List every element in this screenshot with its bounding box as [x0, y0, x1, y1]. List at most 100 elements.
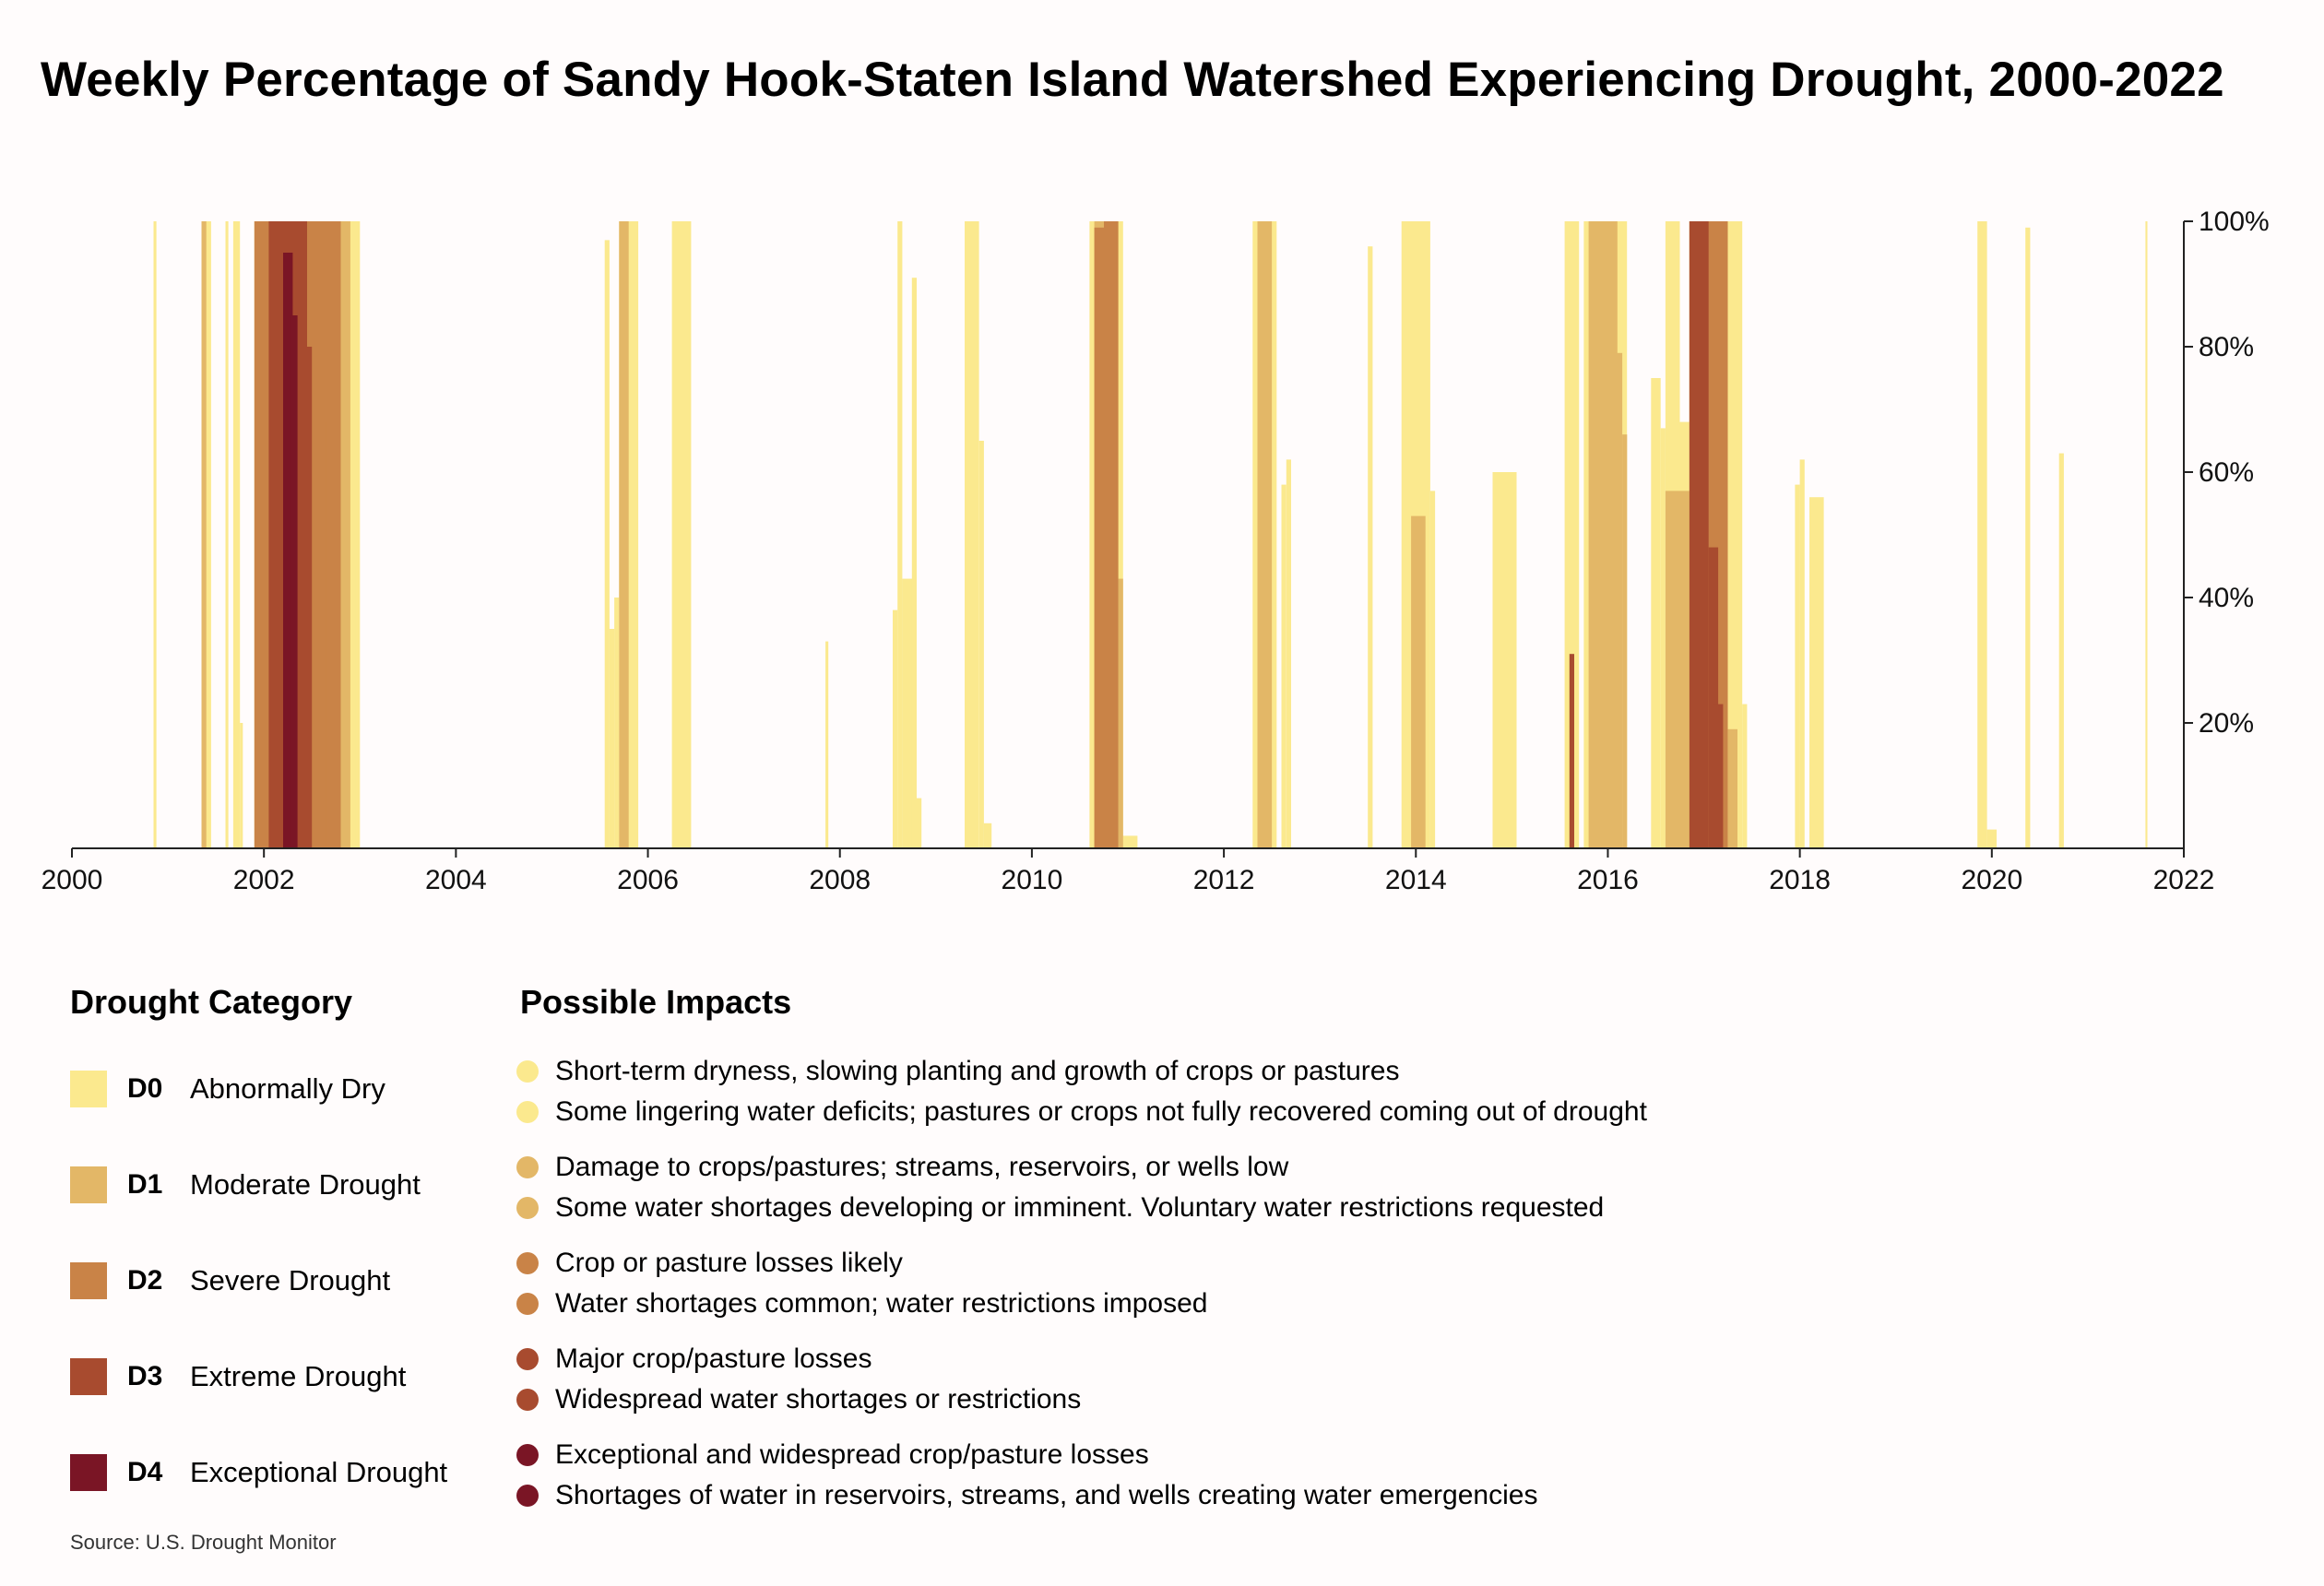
legend-swatch-d3	[70, 1358, 107, 1395]
x-tick-label-2010: 2010	[1002, 865, 1063, 895]
bar-d0-14	[897, 221, 903, 848]
impact-text: Some water shortages developing or immin…	[555, 1192, 1605, 1223]
x-tick-label-2016: 2016	[1577, 865, 1639, 895]
bar-d0-40	[1809, 497, 1824, 848]
legend-swatch-d0	[70, 1071, 107, 1107]
impact-dot-icon	[516, 1060, 539, 1083]
chart-title: Weekly Percentage of Sandy Hook-Staten I…	[41, 53, 2224, 107]
bar-d0-8	[609, 629, 615, 848]
legend-label: Exceptional Drought	[190, 1456, 448, 1488]
impact-item-d4-0: Exceptional and widespread crop/pasture …	[516, 1437, 1149, 1474]
x-tick-label-2012: 2012	[1193, 865, 1255, 895]
bar-d0-13	[893, 610, 898, 848]
bar-d1-2	[619, 221, 629, 848]
source-note: Source: U.S. Drought Monitor	[70, 1531, 337, 1554]
legend-swatch-d4	[70, 1454, 107, 1491]
bar-d0-41	[1977, 221, 1987, 848]
impact-text: Shortages of water in reservoirs, stream…	[555, 1480, 1538, 1510]
bar-d0-4	[240, 723, 243, 848]
bar-d4-1	[290, 315, 298, 848]
bar-d1-9	[1622, 434, 1628, 848]
bar-d1-6	[1411, 515, 1426, 848]
impact-text: Damage to crops/pastures; streams, reser…	[555, 1152, 1289, 1182]
bar-d0-6	[345, 566, 356, 848]
impact-text: Crop or pasture losses likely	[555, 1248, 903, 1278]
impact-dot-icon	[516, 1348, 539, 1370]
bar-d0-19	[978, 441, 984, 848]
impact-dot-icon	[516, 1156, 539, 1178]
impact-item-d2-0: Crop or pasture losses likely	[516, 1245, 903, 1282]
bar-d0-26	[1368, 246, 1373, 848]
bar-d0-17	[917, 798, 922, 848]
x-tick-label-2000: 2000	[42, 865, 103, 895]
impact-dot-icon	[516, 1293, 539, 1315]
x-tick-label-2022: 2022	[2153, 865, 2215, 895]
impact-item-d4-1: Shortages of water in reservoirs, stream…	[516, 1477, 1537, 1514]
bar-d0-12	[825, 641, 829, 848]
bar-d3-2	[1569, 654, 1574, 848]
legend-label: Moderate Drought	[190, 1168, 421, 1201]
bar-d0-44	[2058, 453, 2064, 848]
y-tick-label-80: 80%	[2199, 332, 2254, 362]
bar-d3-1	[307, 347, 313, 848]
y-ticks: 20% 40% 60% 80% 100%	[2184, 207, 2270, 739]
y-tick-label-20: 20%	[2199, 708, 2254, 739]
legend-label: Severe Drought	[190, 1264, 391, 1296]
bar-d0-9	[614, 598, 620, 848]
x-tick-label-2014: 2014	[1385, 865, 1447, 895]
bar-d0-15	[902, 578, 915, 848]
bar-d1-12	[1727, 728, 1737, 848]
bar-d0-11	[671, 221, 692, 848]
legend-category-d1: D1 Moderate Drought	[70, 1166, 421, 1204]
drought-chart: 2000 2002 2004 2006 2008 2010 2012 2014 2016 2018…	[42, 207, 2270, 895]
bar-d0-24	[1281, 484, 1286, 848]
bar-d1-0	[201, 221, 207, 848]
impact-text: Major crop/pasture losses	[555, 1343, 872, 1374]
y-tick-label-40: 40%	[2199, 583, 2254, 613]
bar-d0-28	[1429, 491, 1436, 848]
bar-d0-37	[1742, 704, 1748, 848]
bar-d3-3	[1689, 221, 1709, 848]
x-tick-label-2002: 2002	[233, 865, 295, 895]
impact-item-d2-1: Water shortages common; water restrictio…	[516, 1285, 1207, 1322]
bar-d0-43	[2025, 227, 2031, 849]
y-tick-label-60: 60%	[2199, 457, 2254, 488]
bar-d0-16	[911, 278, 917, 848]
bar-d0-32	[1651, 378, 1661, 848]
impact-dot-icon	[516, 1197, 539, 1219]
bar-d2-4	[1104, 221, 1119, 848]
bar-d0-3	[232, 221, 241, 848]
drought-bars	[153, 221, 2148, 849]
legend-swatch-d2	[70, 1262, 107, 1299]
impact-dot-icon	[516, 1389, 539, 1411]
impact-text: Water shortages common; water restrictio…	[555, 1288, 1208, 1319]
legend-code: D0	[127, 1073, 163, 1104]
impact-text: Some lingering water deficits; pastures …	[555, 1096, 1647, 1127]
legend-code: D4	[127, 1457, 163, 1487]
y-tick-label-100: 100%	[2199, 207, 2270, 237]
legend-category-d4: D4 Exceptional Drought	[70, 1453, 447, 1492]
impact-dot-icon	[516, 1252, 539, 1274]
bar-d0-29	[1492, 472, 1517, 848]
impact-item-d0-1: Some lingering water deficits; pastures …	[516, 1094, 1647, 1130]
impact-item-d3-1: Widespread water shortages or restrictio…	[516, 1381, 1081, 1418]
bar-d0-30	[1564, 221, 1580, 848]
bar-d0-7	[604, 240, 610, 848]
bar-d1-10	[1665, 491, 1690, 848]
x-tick-label-2004: 2004	[425, 865, 487, 895]
bar-d0-38	[1795, 484, 1800, 848]
legend-swatch-d1	[70, 1166, 107, 1203]
impact-dot-icon	[516, 1101, 539, 1123]
impact-item-d1-0: Damage to crops/pastures; streams, reser…	[516, 1149, 1288, 1186]
bar-d3-4	[1708, 547, 1719, 848]
category-heading: Drought Category	[70, 983, 352, 1021]
impact-item-d3-0: Major crop/pasture losses	[516, 1341, 872, 1378]
bar-d0-42	[1986, 829, 1997, 848]
bar-d4-0	[283, 253, 293, 848]
bar-d0-18	[965, 221, 979, 848]
impact-text: Short-term dryness, slowing planting and…	[555, 1056, 1400, 1086]
legend-label: Abnormally Dry	[190, 1072, 385, 1105]
bar-d2-2	[331, 503, 341, 848]
legend-label: Extreme Drought	[190, 1360, 407, 1392]
x-tick-label-2018: 2018	[1769, 865, 1831, 895]
